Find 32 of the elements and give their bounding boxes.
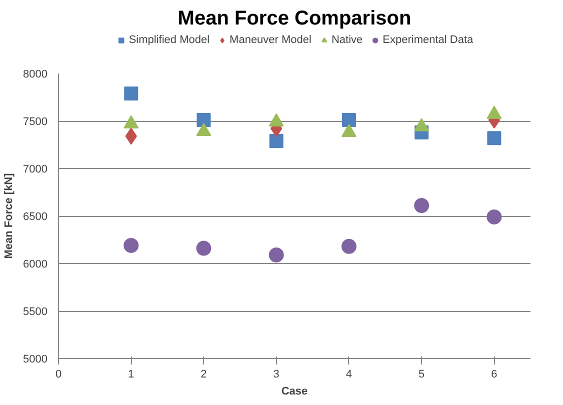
legend-label: Simplified Model [128,34,210,46]
x-tick-label: 5 [418,368,425,380]
point [124,238,139,253]
x-tick-label: 3 [273,368,280,380]
x-tick-label: 2 [200,368,207,380]
y-tick-label: 7000 [23,164,48,176]
legend-label: Maneuver Model [230,34,312,46]
point [342,113,356,128]
x-tick-label: 0 [55,368,62,380]
x-axis-title: Case [281,386,308,398]
point [268,247,284,262]
point [414,198,430,214]
x-tick-label: 4 [346,368,352,380]
y-tick-label: 8000 [23,68,48,80]
y-axis-title: Mean Force [kN] [3,172,16,259]
y-tick-label: 7500 [23,116,48,128]
point [341,238,356,254]
y-tick-label: 5000 [23,354,48,366]
point [124,86,138,100]
y-tick-label: 6000 [23,258,48,270]
y-tick-label: 6500 [23,211,48,223]
x-tick-label: 1 [128,368,134,380]
point [196,113,211,128]
point [196,240,212,256]
legend-label: Experimental Data [382,34,474,46]
legend-label: Native [331,34,363,46]
point [487,131,502,146]
point [269,134,284,148]
y-tick-label: 5500 [23,306,48,318]
x-tick-label: 6 [491,368,498,380]
chart-title: Mean Force Comparison [178,8,412,30]
point [486,209,502,224]
